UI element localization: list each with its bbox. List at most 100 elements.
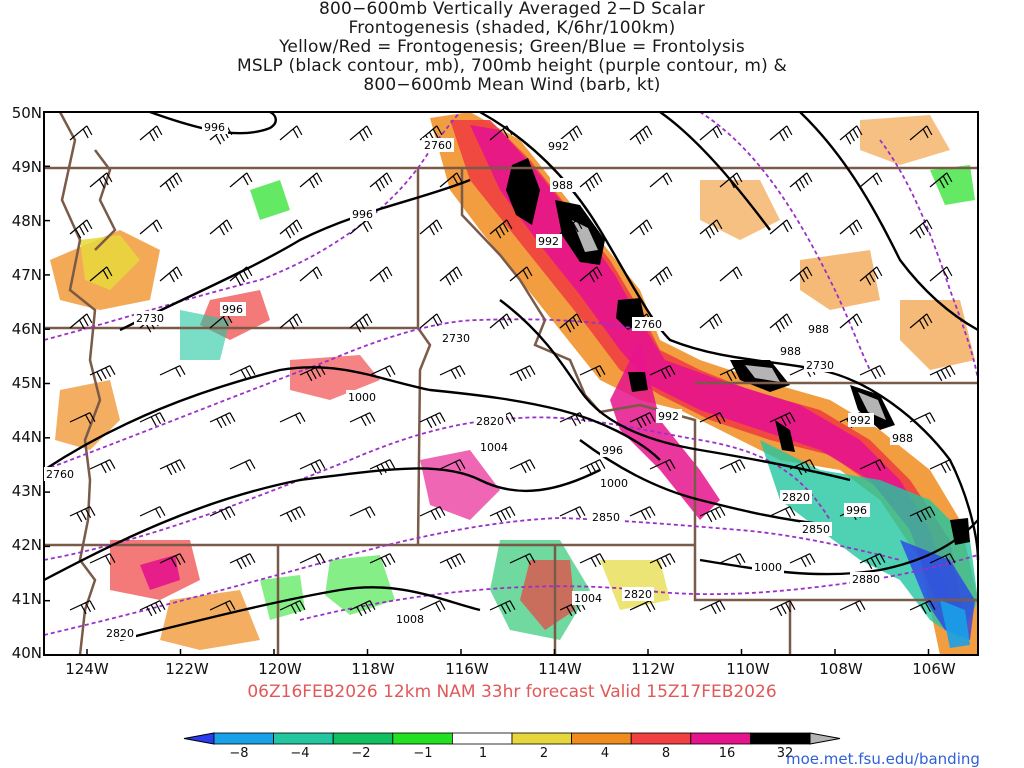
- wind-barb: [209, 506, 236, 521]
- height-label: 2730: [804, 358, 836, 372]
- wind-barb: [299, 266, 323, 282]
- wind-barb: [209, 600, 236, 613]
- mslp-label: 1008: [394, 612, 426, 626]
- wind-barb: [929, 365, 956, 382]
- svg-text:2760: 2760: [424, 139, 452, 152]
- wind-barb: [439, 553, 466, 570]
- svg-text:1000: 1000: [600, 477, 628, 490]
- wind-barb: [649, 459, 676, 472]
- wind-barb: [719, 553, 746, 566]
- wind-barb: [139, 506, 166, 519]
- svg-text:2730: 2730: [136, 312, 164, 325]
- svg-text:2760: 2760: [46, 468, 74, 481]
- lat-label: 49N: [11, 158, 42, 176]
- wind-barb: [909, 125, 933, 141]
- lon-label: 110W: [726, 660, 770, 678]
- wind-barb: [579, 266, 603, 283]
- wind-barb: [909, 600, 936, 615]
- wind-barb: [159, 172, 183, 192]
- contour-label-layer: 996 996 992 988 992 996 1000 1004 1008 1…: [44, 120, 916, 640]
- wind-barb: [229, 172, 253, 188]
- wind-barb: [439, 266, 463, 286]
- wind-barb: [419, 600, 446, 613]
- wind-barb: [139, 125, 163, 142]
- wind-barb: [159, 553, 186, 568]
- colorbar-segment: [451, 732, 513, 745]
- wind-barb: [649, 553, 676, 570]
- svg-text:2730: 2730: [806, 359, 834, 372]
- wind-barb: [489, 219, 513, 239]
- wind-barb: [369, 365, 396, 378]
- wind-barb: [909, 412, 936, 425]
- title-line-3: Yellow/Red = Frontogenesis; Green/Blue =…: [279, 37, 745, 57]
- height-label: 2850: [800, 522, 832, 536]
- colorbar-segment: [332, 732, 394, 745]
- lat-label: 42N: [11, 536, 42, 554]
- lat-label: 50N: [11, 104, 42, 122]
- title-line-5: 800−600mb Mean Wind (barb, kt): [363, 75, 661, 95]
- wind-barb: [159, 459, 186, 476]
- lat-label: 46N: [11, 320, 42, 338]
- colorbar-label: −4: [290, 746, 310, 761]
- svg-text:2880: 2880: [852, 573, 880, 586]
- wind-barb: [559, 219, 583, 235]
- height-label: 2820: [474, 414, 506, 428]
- wind-barb: [719, 365, 746, 382]
- wind-barb: [859, 266, 883, 286]
- mslp-label: 1004: [478, 440, 510, 454]
- svg-text:988: 988: [780, 345, 801, 358]
- wind-barb: [509, 365, 536, 382]
- mslp-label: 996: [202, 120, 228, 134]
- wind-barb: [299, 172, 323, 189]
- height-label: 2730: [134, 311, 166, 325]
- mslp-label: 988: [890, 431, 916, 445]
- wind-barb: [839, 600, 866, 613]
- wind-barb: [579, 172, 603, 192]
- colorbar-segment: [213, 732, 274, 745]
- title-line-4: MSLP (black contour, mb), 700mb height (…: [236, 56, 788, 76]
- wind-barb: [579, 459, 606, 476]
- height-label: 2820: [622, 587, 654, 601]
- lat-label: 41N: [11, 590, 42, 608]
- svg-text:988: 988: [552, 179, 573, 192]
- wind-barb: [629, 412, 656, 429]
- colorbar-segment: [511, 732, 572, 745]
- wind-barb: [559, 313, 583, 333]
- wind-barb: [839, 125, 863, 145]
- colorbar-segment: [630, 732, 692, 745]
- svg-text:2760: 2760: [634, 318, 662, 331]
- wind-barb: [89, 172, 113, 189]
- svg-text:1000: 1000: [754, 561, 782, 574]
- colorbar-label: 8: [661, 746, 671, 761]
- svg-text:996: 996: [352, 208, 373, 221]
- lat-label: 43N: [11, 482, 42, 500]
- mslp-label: 996: [844, 503, 870, 517]
- svg-text:992: 992: [850, 414, 871, 427]
- wind-barb: [629, 600, 656, 613]
- wind-barb: [69, 600, 96, 615]
- wind-barb: [299, 459, 326, 474]
- lon-label: 118W: [351, 660, 395, 678]
- svg-text:996: 996: [204, 121, 225, 134]
- wind-barb: [229, 553, 256, 570]
- wind-barb: [909, 506, 936, 523]
- wind-barb: [279, 506, 306, 523]
- wind-barb: [439, 172, 463, 188]
- lat-label: 45N: [11, 374, 42, 392]
- wind-barb: [769, 600, 796, 617]
- svg-text:2820: 2820: [624, 588, 652, 601]
- svg-text:2820: 2820: [476, 415, 504, 428]
- wind-barb: [699, 125, 723, 141]
- wind-barb: [649, 172, 673, 188]
- height-label: 2820: [780, 490, 812, 504]
- colorbar-label: 4: [600, 746, 610, 761]
- wind-barb: [559, 125, 583, 142]
- wind-barb: [419, 313, 443, 329]
- wind-barb: [509, 553, 536, 566]
- svg-text:2820: 2820: [782, 491, 810, 504]
- wind-barb: [909, 313, 933, 330]
- wind-barb: [229, 365, 256, 380]
- colorbar: [183, 732, 841, 745]
- wind-barb: [509, 266, 533, 282]
